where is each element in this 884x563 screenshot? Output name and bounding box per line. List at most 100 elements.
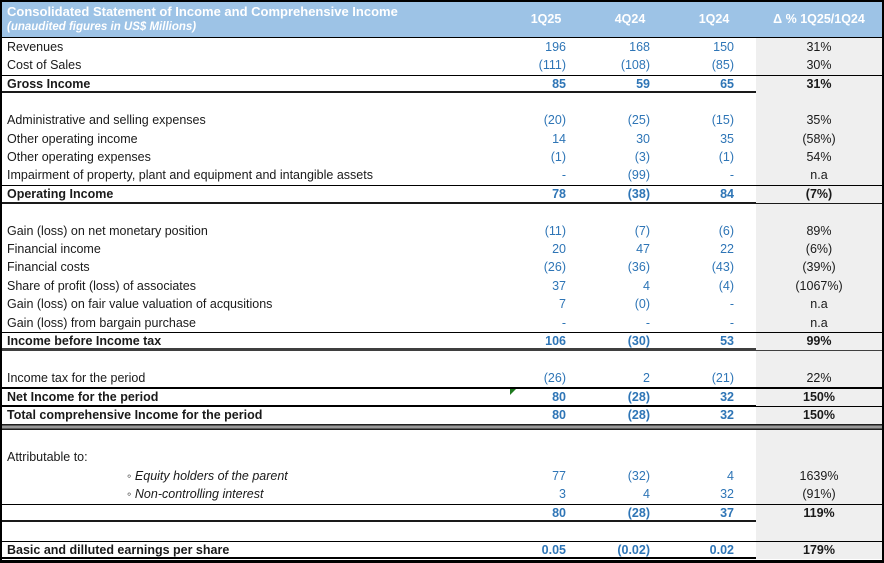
cell-4q24: 168 (629, 39, 650, 54)
row-label: Gain (loss) from bargain purchase (7, 315, 196, 330)
table-row: Gain (loss) on fair value valuation of a… (2, 295, 882, 314)
cell-1q24: (4) (718, 278, 734, 293)
cell-1q24: - (729, 315, 734, 330)
cell-delta: n.a (756, 166, 882, 186)
row-label: Total comprehensive Income for the perio… (7, 408, 263, 422)
table-row: 80 (28) 37 119% (2, 503, 882, 523)
cell-1q24: 150 (713, 39, 734, 54)
cell-delta (756, 350, 882, 370)
row-label: Impairment of property, plant and equipm… (7, 168, 373, 183)
cell-delta: (58%) (756, 129, 882, 149)
table-row: ◦ Equity holders of the parent 77 (32) 4 163… (2, 466, 882, 486)
table-row: Gross Income 85 59 65 31% (2, 74, 882, 94)
table-row: Attributable to: (2, 448, 882, 467)
table-row: Net Income for the period 80 (28) 32 150% (2, 387, 882, 407)
table-row: Impairment of property, plant and equipm… (2, 166, 882, 186)
table-row: Financial costs (26) (36) (43) (39%) (2, 258, 882, 278)
cell-1q25: 80 (504, 389, 588, 406)
cell-1q24: 4 (727, 468, 734, 483)
row-label: ◦ Non-controlling interest (127, 487, 264, 502)
table-row (2, 350, 882, 370)
cell-1q25: (1) (550, 150, 566, 165)
cell-delta: 89% (756, 221, 882, 241)
cell-1q24: (21) (711, 370, 734, 385)
cell-delta: 22% (756, 369, 882, 388)
cell-delta (756, 430, 882, 449)
cell-delta (756, 448, 882, 467)
report-subtitle: (unaudited figures in US$ Millions) (7, 21, 197, 34)
cell-delta: 30% (756, 56, 882, 75)
cell-delta: 179% (756, 541, 882, 559)
cell-4q24: (108) (620, 58, 650, 73)
cell-1q25: 0.05 (541, 542, 566, 557)
cell-1q25: (11) (544, 223, 566, 238)
cell-1q25: (26) (543, 260, 566, 275)
row-label: Net Income for the period (7, 390, 159, 405)
cell-1q24: 32 (720, 390, 734, 405)
row-label: Income before Income tax (7, 334, 162, 349)
cell-4q24: (0.02) (617, 542, 650, 557)
cell-1q25: 37 (552, 278, 566, 293)
cell-delta (756, 93, 882, 112)
row-label: Revenues (7, 39, 64, 54)
cell-1q24: 84 (720, 187, 734, 202)
cell-1q25: 3 (559, 487, 566, 502)
cell-delta: n.a (756, 313, 882, 333)
cell-1q24: - (729, 168, 734, 183)
cell-4q24: (32) (627, 468, 650, 483)
cell-delta: (7%) (756, 186, 882, 204)
cell-1q25: 106 (545, 334, 566, 349)
report-title: Consolidated Statement of Income and Com… (7, 4, 398, 19)
cell-delta: 54% (756, 148, 882, 167)
cell-delta: 1639% (756, 466, 882, 486)
column-header-4q24: 4Q24 (614, 11, 646, 26)
section-divider (2, 424, 882, 431)
row-label: ◦ Equity holders of the parent (127, 468, 288, 483)
table-row: Income tax for the period (26) 2 (21) 22% (2, 369, 882, 388)
cell-delta: 150% (756, 406, 882, 425)
cell-1q25: 80 (552, 505, 566, 520)
table-row: Other operating income 14 30 35 (58%) (2, 129, 882, 149)
cell-1q24: 0.02 (709, 542, 734, 557)
cell-delta: (91%) (756, 485, 882, 504)
cell-flag-icon (510, 389, 516, 396)
cell-delta: 150% (756, 389, 882, 407)
row-label: Gross Income (7, 76, 91, 91)
cell-1q25: (111) (538, 58, 566, 73)
cell-1q24: 53 (720, 334, 734, 349)
cell-4q24: (25) (627, 113, 650, 128)
row-label: Other operating income (7, 131, 138, 146)
table-row: Income before Income tax 106 (30) 53 99% (2, 332, 882, 351)
cell-4q24: (28) (627, 505, 650, 520)
cell-1q24: (1) (718, 150, 734, 165)
cell-4q24: 2 (643, 370, 650, 385)
cell-delta: (39%) (756, 258, 882, 278)
cell-1q25: 7 (559, 297, 566, 312)
table-row: Gain (loss) on net monetary position (11)… (2, 221, 882, 241)
cell-4q24: - (645, 315, 650, 330)
table-row: Financial income 20 47 22 (6%) (2, 240, 882, 259)
table-body: Revenues 196 168 150 31% Cost of Sales (111) (1… (2, 38, 882, 559)
cell-1q25: - (561, 168, 566, 183)
cell-1q24: 65 (720, 76, 734, 91)
row-label: Attributable to: (7, 450, 88, 465)
cell-4q24: 30 (636, 131, 650, 146)
cell-1q24: 32 (720, 408, 734, 422)
cell-1q24: 32 (720, 487, 734, 502)
table-row: Other operating expenses (1) (3) (1) 54% (2, 148, 882, 167)
cell-1q24: (15) (711, 113, 734, 128)
cell-4q24: (30) (627, 334, 650, 349)
table-row: Total comprehensive Income for the perio… (2, 405, 882, 425)
row-label: Administrative and selling expenses (7, 113, 206, 128)
row-label: Basic and dilluted earnings per share (7, 542, 230, 557)
cell-1q25: 78 (552, 187, 566, 202)
cell-4q24: (99) (627, 168, 650, 183)
row-label: Operating Income (7, 187, 114, 202)
row-label: Cost of Sales (7, 58, 82, 73)
cell-4q24: (38) (627, 187, 650, 202)
column-header-1q25: 1Q25 (530, 11, 562, 26)
cell-1q24: (43) (711, 260, 734, 275)
table-row: Revenues 196 168 150 31% (2, 38, 882, 57)
table-row (2, 93, 882, 112)
cell-1q25: 77 (552, 468, 566, 483)
